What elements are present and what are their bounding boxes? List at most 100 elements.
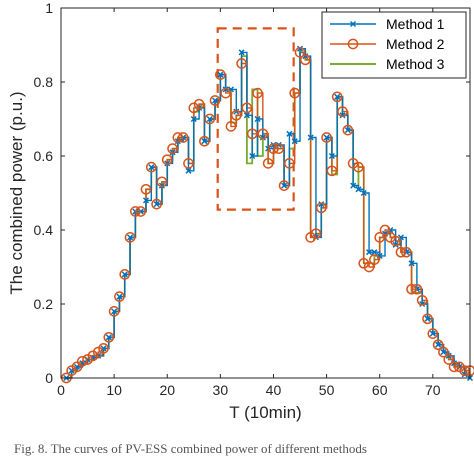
- series-method-1-point: [254, 115, 261, 123]
- series-method-1-point-stroke: [371, 249, 378, 256]
- series-method-2-point: [438, 346, 449, 358]
- series-method-1-point-stroke: [323, 134, 330, 141]
- series-method-2-point: [315, 202, 327, 214]
- series-method-2-point: [145, 161, 157, 173]
- x-tick-label: 60: [372, 382, 388, 398]
- series-method-2-point: [119, 269, 131, 280]
- figure-caption: Fig. 8. The curves of PV-ESS combined po…: [14, 441, 367, 456]
- series-method-1-point-stroke: [302, 53, 309, 60]
- series-method-1-point-stroke: [127, 234, 134, 241]
- series-method-2-point: [76, 356, 88, 367]
- series-method-1-point: [323, 134, 330, 141]
- series-method-1-point-stroke: [116, 293, 123, 300]
- series-method-2-point: [124, 232, 136, 243]
- series-method-1-point-stroke: [281, 182, 288, 189]
- series-method-2-point: [273, 143, 285, 154]
- series-method-1-point-stroke: [201, 138, 208, 145]
- series-method-2-point: [103, 331, 115, 343]
- series-method-1-point-stroke: [445, 352, 452, 359]
- series-method-2-point: [390, 235, 401, 247]
- legend-method-3-label: Method 3: [386, 56, 445, 72]
- series-method-1-point: [222, 86, 229, 93]
- series-method-2-point: [337, 106, 348, 117]
- x-axis-label: T (10min): [229, 403, 301, 422]
- series-method-1-point: [116, 293, 123, 300]
- series-method-1-point-stroke: [169, 149, 176, 156]
- y-tick-label: 1: [45, 0, 53, 16]
- legend-method-2-marker: [347, 38, 359, 50]
- series-method-1-point-stroke: [233, 108, 240, 115]
- series-method-2-point: [406, 283, 417, 295]
- series-method-2-point: [331, 91, 343, 103]
- series-method-1-point-stroke: [222, 86, 229, 93]
- series-method-1-point: [339, 112, 346, 119]
- series-method-2-point: [98, 343, 109, 354]
- series-method-2-point: [284, 158, 295, 169]
- y-tick-label: 0.8: [34, 74, 54, 90]
- x-tick-label: 10: [106, 382, 122, 398]
- series-method-2-point: [374, 232, 386, 243]
- series-method-1-point: [190, 115, 197, 123]
- series-method-1-point: [142, 197, 150, 204]
- series-method-1-point-stroke: [366, 249, 373, 256]
- series-method-1-point: [111, 308, 118, 315]
- series-method-2-point: [448, 361, 460, 373]
- y-tick-label: 0.4: [34, 222, 54, 238]
- series-method-1-point-stroke: [153, 201, 160, 208]
- series-method-1-point: [291, 138, 298, 145]
- series-method-2-point: [353, 161, 364, 173]
- series-method-2-point: [289, 87, 301, 99]
- series-method-2-point: [220, 87, 232, 99]
- series-method-2-point: [384, 232, 396, 243]
- x-tick-label: 50: [319, 382, 335, 398]
- series-method-1-point-stroke: [334, 93, 341, 100]
- series-method-1-point: [153, 201, 160, 208]
- legend-method-1-marker: [349, 20, 357, 28]
- series-method-1-line: [66, 48, 471, 379]
- series-method-2-point: [161, 154, 173, 166]
- series-method-1-point-stroke: [249, 152, 256, 160]
- series-method-2-point: [342, 124, 354, 136]
- series-method-1-point: [105, 334, 112, 341]
- series-method-1-point-stroke: [429, 330, 436, 337]
- series-method-2-point: [130, 206, 141, 217]
- x-tick-label: 40: [266, 382, 282, 398]
- series-method-2-point: [363, 261, 375, 273]
- series-method-1-point-stroke: [419, 300, 426, 308]
- series-method-1-point-stroke: [238, 49, 245, 56]
- series-method-2-point: [411, 283, 423, 295]
- series-method-2-point: [183, 158, 194, 169]
- series-method-1-point: [169, 149, 176, 156]
- series-method-1-point: [334, 93, 341, 100]
- series-method-2-point: [236, 58, 247, 69]
- series-method-1-point-stroke: [344, 127, 351, 134]
- series-method-1-point-stroke: [158, 182, 165, 189]
- series-method-2-point: [204, 113, 216, 125]
- series-method-1-point-stroke: [328, 152, 335, 160]
- x-tick-label: 70: [425, 382, 441, 398]
- series-method-3-line: [66, 51, 470, 379]
- series-method-2-point: [82, 354, 93, 365]
- ticks: 0 10 20 30 40 50 60 70 0 0.2 0.4 0.6 0.8 1: [34, 0, 470, 398]
- series-method-2-point: [369, 254, 380, 265]
- series-method-1-point: [350, 182, 357, 189]
- series-method-1-point-stroke: [296, 45, 304, 52]
- x-tick-label: 30: [213, 382, 229, 398]
- series-method-2-point: [140, 183, 152, 195]
- legend-method-1-label: Method 1: [386, 16, 445, 32]
- series-method-1-point-stroke: [212, 97, 219, 104]
- series-method-1-point: [121, 271, 128, 278]
- series-method-1-point-stroke: [360, 189, 367, 197]
- series-method-1-point: [328, 152, 335, 160]
- series-method-1-point-stroke: [286, 130, 293, 137]
- series-method-2-point: [305, 232, 316, 243]
- series-method-2-point: [326, 165, 338, 177]
- series-method-1-point-stroke: [318, 201, 325, 208]
- series-method-2-point: [379, 224, 391, 236]
- series-method-1-point-stroke: [424, 315, 431, 322]
- y-tick-label: 0.6: [34, 148, 54, 164]
- series-method-1-point: [296, 45, 304, 52]
- series-method-1-point: [127, 234, 134, 241]
- series-method-1-point: [307, 134, 314, 141]
